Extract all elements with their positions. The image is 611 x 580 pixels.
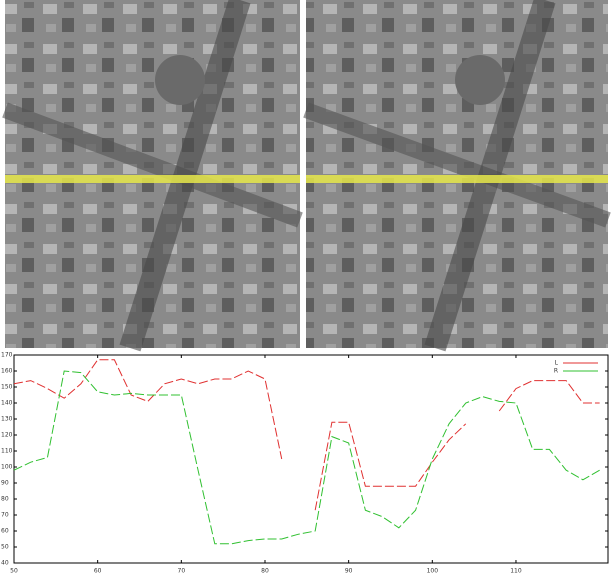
x-tick-label: 90 (345, 568, 353, 575)
legend-label: L (555, 360, 559, 367)
right-image (306, 0, 608, 348)
y-tick-label: 70 (1, 512, 9, 519)
left-image (5, 0, 300, 348)
y-tick-label: 130 (1, 416, 13, 423)
page: {"chart_data": {"type": "line", "x": [50… (0, 0, 611, 576)
x-tick-label: 70 (178, 568, 186, 575)
y-tick-label: 110 (1, 448, 13, 455)
y-tick-label: 90 (1, 480, 9, 487)
y-tick-label: 40 (1, 560, 9, 567)
y-tick-label: 140 (1, 400, 13, 407)
x-tick-label: 80 (261, 568, 269, 575)
y-tick-label: 170 (1, 352, 13, 359)
y-tick-label: 150 (1, 384, 13, 391)
x-tick-label: 100 (427, 568, 439, 575)
screen: 4050607080901001101201301401501601705060… (0, 0, 611, 576)
y-tick-label: 60 (1, 528, 9, 535)
y-tick-label: 80 (1, 496, 9, 503)
y-tick-label: 50 (1, 544, 9, 551)
y-tick-label: 120 (1, 432, 13, 439)
y-tick-label: 100 (1, 464, 13, 471)
y-tick-label: 160 (1, 368, 13, 375)
x-tick-label: 60 (94, 568, 102, 575)
series-line (14, 371, 600, 544)
series-line (14, 360, 600, 510)
x-tick-label: 50 (10, 568, 18, 575)
legend-label: R (554, 368, 558, 375)
x-tick-label: 110 (510, 568, 522, 575)
